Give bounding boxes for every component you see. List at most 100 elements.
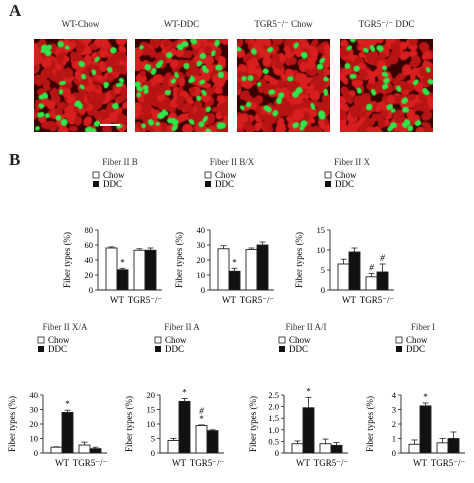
legend-label-chow: Chow bbox=[289, 335, 311, 345]
bar-ddc-tgr5 bbox=[256, 244, 269, 291]
legend-swatch-chow bbox=[92, 171, 100, 179]
significance-marker: * bbox=[182, 387, 187, 397]
significance-marker: # bbox=[369, 263, 374, 273]
y-tick-label: 20 bbox=[30, 419, 39, 429]
bar-ddc-wt bbox=[228, 270, 241, 291]
y-tick-label: 15 bbox=[317, 225, 326, 235]
y-tick-label: 15 bbox=[147, 405, 156, 415]
scale-bar bbox=[100, 124, 120, 126]
significance-marker: * bbox=[120, 257, 125, 267]
legend-label-chow: Chow bbox=[103, 170, 125, 180]
y-tick-label: 1 bbox=[392, 434, 396, 444]
significance-marker: # bbox=[199, 406, 204, 416]
legend-swatch-chow bbox=[154, 336, 162, 344]
bar-chow-tgr5 bbox=[133, 249, 146, 291]
bar-chow-wt bbox=[217, 248, 230, 291]
legend-swatch-chow bbox=[278, 336, 286, 344]
bar-ddc-wt bbox=[178, 400, 191, 454]
y-tick-label: 5 bbox=[151, 434, 155, 444]
chart-title: Fiber II X bbox=[334, 157, 370, 167]
y-axis-label: Fiber types (%) bbox=[248, 396, 258, 452]
x-tick-label: WT bbox=[172, 458, 186, 468]
bar-chow-tgr5 bbox=[365, 276, 378, 291]
x-tick-label: WT bbox=[222, 295, 236, 305]
bar-chow-wt bbox=[105, 247, 118, 291]
bar-ddc-wt bbox=[419, 405, 432, 454]
y-tick-label: 1.5 bbox=[268, 413, 279, 423]
bar-chow-tgr5 bbox=[245, 249, 258, 291]
x-tick-label: TGR5⁻/⁻ bbox=[314, 458, 349, 468]
y-tick-label: 2.0 bbox=[268, 402, 279, 412]
chart-title: Fiber I bbox=[411, 322, 435, 332]
x-tick-label: TGR5⁻/⁻ bbox=[190, 458, 225, 468]
y-tick-label: 40 bbox=[30, 390, 39, 400]
bar-chow-wt bbox=[167, 440, 180, 454]
legend-label-ddc: DDC bbox=[215, 179, 234, 189]
y-axis-label: Fiber types (%) bbox=[294, 232, 304, 288]
y-tick-label: 80 bbox=[85, 225, 94, 235]
image-label-wt-ddc: WT-DDC bbox=[163, 19, 200, 29]
micrograph-tgr5-chow bbox=[237, 39, 330, 132]
x-tick-label: TGR5⁻/⁻ bbox=[431, 458, 466, 468]
legend-swatch-chow bbox=[204, 171, 212, 179]
image-label-tgr5-chow: TGR5⁻/⁻ Chow bbox=[254, 19, 313, 29]
panel-a-letter: A bbox=[9, 1, 22, 20]
legend-swatch-ddc bbox=[279, 346, 285, 352]
bar-ddc-wt bbox=[302, 407, 315, 454]
legend-label-ddc: DDC bbox=[165, 344, 184, 354]
y-tick-label: 20 bbox=[85, 270, 94, 280]
y-tick-label: 30 bbox=[197, 240, 206, 250]
bar-ddc-tgr5 bbox=[447, 438, 460, 454]
legend-label-chow: Chow bbox=[335, 170, 357, 180]
legend-label-ddc: DDC bbox=[406, 344, 425, 354]
y-tick-label: 0 bbox=[392, 448, 396, 458]
y-tick-label: 40 bbox=[197, 225, 206, 235]
y-axis-label: Fiber types (%) bbox=[7, 396, 17, 452]
y-tick-label: 0 bbox=[201, 285, 205, 295]
legend-swatch-ddc bbox=[325, 181, 331, 187]
x-tick-label: TGR5⁻/⁻ bbox=[128, 295, 163, 305]
y-tick-label: 1.0 bbox=[268, 425, 279, 435]
x-tick-label: WT bbox=[342, 295, 356, 305]
legend-swatch-chow bbox=[324, 171, 332, 179]
significance-marker: * bbox=[199, 414, 204, 424]
chart-title: Fiber II A/I bbox=[286, 322, 327, 332]
legend-swatch-ddc bbox=[155, 346, 161, 352]
bar-ddc-wt bbox=[348, 251, 361, 291]
x-tick-label: WT bbox=[110, 295, 124, 305]
legend-label-chow: Chow bbox=[215, 170, 237, 180]
bar-ddc-wt bbox=[61, 411, 74, 454]
legend-label-chow: Chow bbox=[165, 335, 187, 345]
bar-ddc-tgr5 bbox=[144, 249, 157, 291]
y-tick-label: 20 bbox=[197, 255, 206, 265]
chart-title: Fiber II A bbox=[164, 322, 200, 332]
bar-chow-tgr5 bbox=[78, 444, 91, 454]
legend-swatch-ddc bbox=[205, 181, 211, 187]
image-label-wt-chow: WT-Chow bbox=[61, 19, 100, 29]
significance-marker: * bbox=[306, 386, 311, 396]
x-tick-label: TGR5⁻/⁻ bbox=[73, 458, 108, 468]
y-tick-label: 40 bbox=[85, 255, 94, 265]
y-tick-label: 0 bbox=[321, 285, 325, 295]
x-tick-label: TGR5⁻/⁻ bbox=[360, 295, 395, 305]
significance-marker: * bbox=[65, 399, 70, 409]
bar-ddc-tgr5 bbox=[89, 448, 102, 454]
bar-ddc-wt bbox=[116, 269, 129, 291]
legend-label-ddc: DDC bbox=[335, 179, 354, 189]
micrograph-wt-chow bbox=[34, 39, 127, 132]
y-tick-label: 10 bbox=[317, 245, 326, 255]
x-tick-label: WT bbox=[296, 458, 310, 468]
legend-label-ddc: DDC bbox=[103, 179, 122, 189]
y-tick-label: 0 bbox=[151, 448, 155, 458]
bar-chow-tgr5 bbox=[436, 442, 449, 454]
y-axis-label: Fiber types (%) bbox=[124, 396, 134, 452]
bar-chow-wt bbox=[408, 443, 421, 454]
y-tick-label: 10 bbox=[197, 270, 206, 280]
y-tick-label: 4 bbox=[392, 390, 397, 400]
y-tick-label: 0 bbox=[34, 448, 38, 458]
bar-ddc-tgr5 bbox=[206, 430, 219, 454]
